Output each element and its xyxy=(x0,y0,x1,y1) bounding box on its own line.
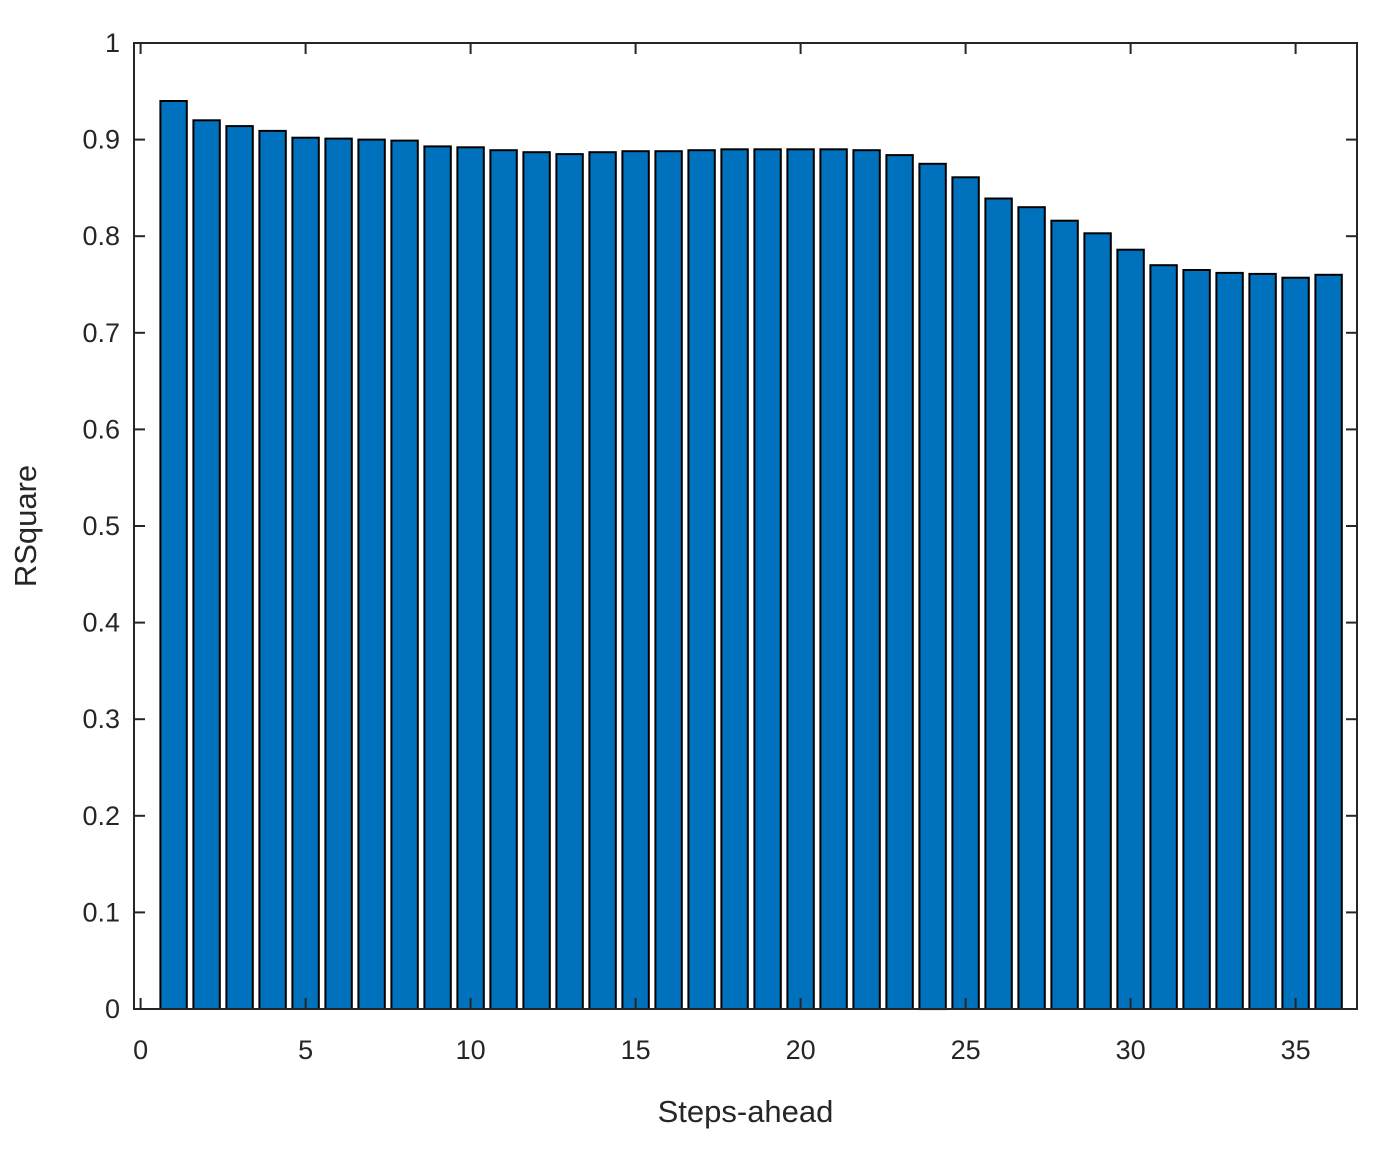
bar-step-19 xyxy=(753,148,782,1011)
tick-labels-group: 0 5 10 15 20 25 30 35 0 0.1 0.2 0.3 0.4 0.5 0.6 0.7 0.8 0… xyxy=(82,28,1310,1065)
y-tick-label: 0.5 xyxy=(82,511,120,541)
y-tick-label: 0.6 xyxy=(82,414,120,444)
y-tick-label: 0.9 xyxy=(82,125,120,155)
x-axis-label: Steps-ahead xyxy=(658,1094,834,1129)
bar-step-35 xyxy=(1281,276,1310,1010)
bar-step-23 xyxy=(885,154,914,1011)
bar-step-31 xyxy=(1149,264,1178,1010)
bar-step-14 xyxy=(588,151,617,1010)
bar-step-12 xyxy=(522,151,551,1010)
bar-step-33 xyxy=(1215,271,1244,1010)
bar-step-3 xyxy=(225,125,254,1011)
bar-step-26 xyxy=(984,197,1013,1010)
x-tick-label: 20 xyxy=(786,1035,816,1065)
bar-step-24 xyxy=(918,162,947,1011)
x-tick-label: 30 xyxy=(1116,1035,1146,1065)
bar-step-22 xyxy=(852,149,881,1010)
y-tick-label: 0.3 xyxy=(82,704,120,734)
bar-step-17 xyxy=(687,149,716,1010)
bar-step-5 xyxy=(291,136,320,1010)
y-axis-label: RSquare xyxy=(8,465,43,587)
x-tick-label: 15 xyxy=(621,1035,651,1065)
x-tick-label: 35 xyxy=(1281,1035,1311,1065)
y-tick-label: 0 xyxy=(105,994,120,1024)
x-tick-label: 10 xyxy=(456,1035,486,1065)
bar-step-18 xyxy=(720,148,749,1011)
y-tick-label: 0.1 xyxy=(82,897,120,927)
bar-step-32 xyxy=(1182,269,1211,1010)
x-tick-label: 5 xyxy=(298,1035,313,1065)
bar-step-7 xyxy=(357,138,386,1011)
bar-step-6 xyxy=(324,137,353,1011)
bar-step-25 xyxy=(951,176,980,1011)
bar-step-34 xyxy=(1248,272,1277,1010)
bar-step-8 xyxy=(390,139,419,1011)
x-tick-label: 0 xyxy=(133,1035,148,1065)
y-tick-label: 0.4 xyxy=(82,608,120,638)
bar-step-9 xyxy=(423,145,452,1010)
bar-step-1 xyxy=(159,100,188,1010)
bar-step-30 xyxy=(1116,248,1145,1010)
y-tick-label: 0.7 xyxy=(82,318,120,348)
bar-step-10 xyxy=(456,146,485,1011)
bar-step-20 xyxy=(786,148,815,1011)
axes-group xyxy=(133,42,1358,1010)
bar-step-2 xyxy=(192,119,221,1011)
bar-step-27 xyxy=(1017,206,1046,1010)
bar-step-36 xyxy=(1314,273,1343,1010)
bar-step-16 xyxy=(654,150,683,1010)
bar-step-21 xyxy=(819,148,848,1011)
bar-step-13 xyxy=(555,153,584,1011)
bar-step-28 xyxy=(1050,219,1079,1010)
bar-step-29 xyxy=(1083,232,1112,1011)
y-tick-label: 0.2 xyxy=(82,801,120,831)
x-tick-label: 25 xyxy=(951,1035,981,1065)
bar-step-15 xyxy=(621,150,650,1010)
y-tick-label: 0.8 xyxy=(82,221,120,251)
bars-group xyxy=(159,100,1343,1011)
y-tick-label: 1 xyxy=(105,28,120,58)
bar-step-4 xyxy=(258,129,287,1010)
bar-step-11 xyxy=(489,149,518,1010)
